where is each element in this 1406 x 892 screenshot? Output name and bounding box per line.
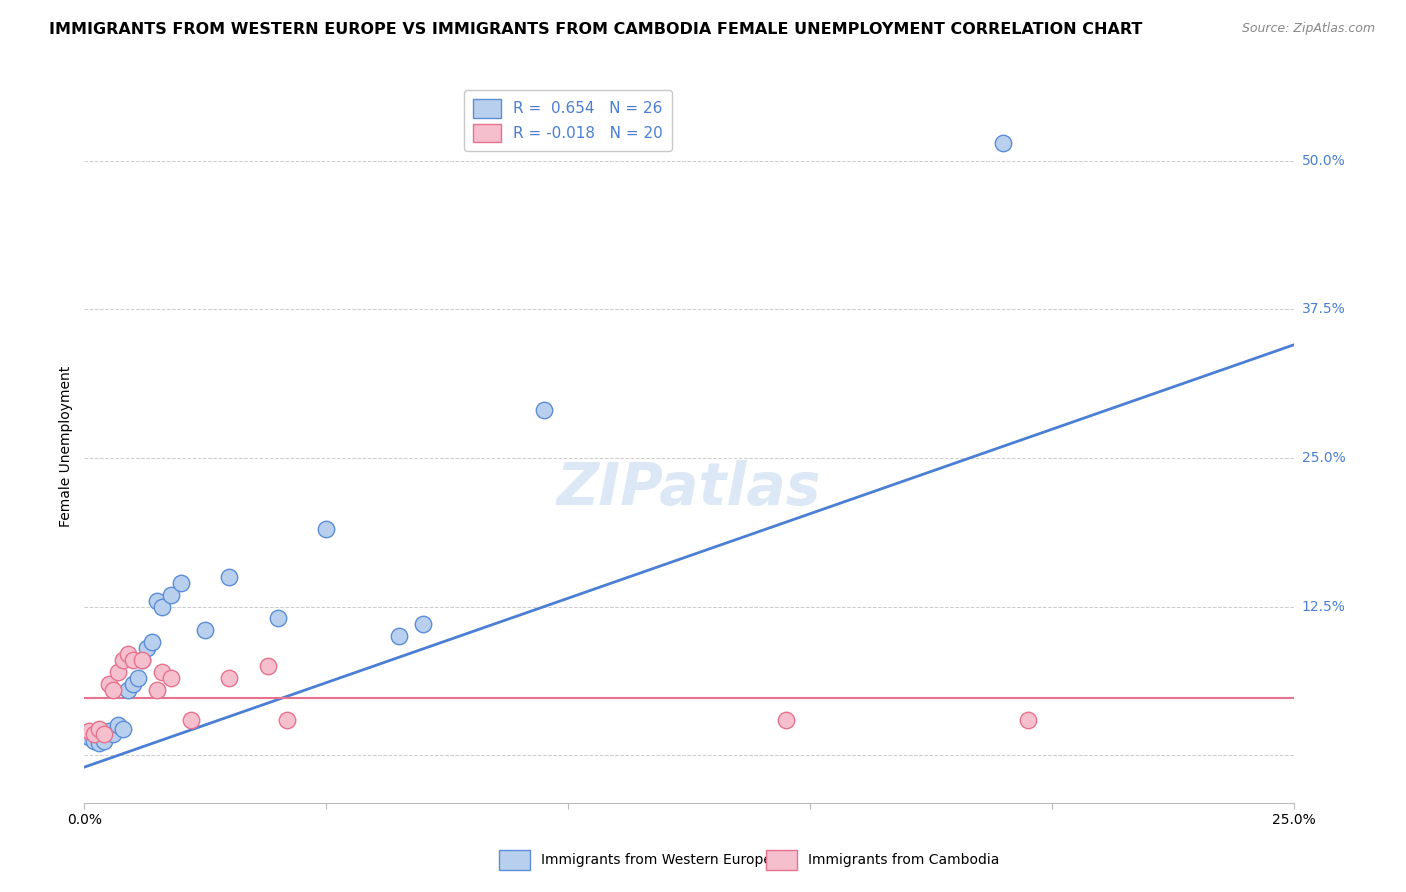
Point	[136, 641, 159, 656]
Point	[775, 713, 797, 727]
Point	[107, 718, 129, 732]
Point	[1017, 713, 1039, 727]
Text: 12.5%: 12.5%	[1302, 599, 1346, 614]
Point	[103, 727, 125, 741]
Point	[276, 713, 298, 727]
Text: Immigrants from Western Europe: Immigrants from Western Europe	[541, 853, 772, 867]
Point	[97, 724, 120, 739]
Legend: R =  0.654   N = 26, R = -0.018   N = 20: R = 0.654 N = 26, R = -0.018 N = 20	[464, 90, 672, 152]
Point	[141, 635, 163, 649]
Point	[533, 403, 555, 417]
Point	[412, 617, 434, 632]
Point	[160, 588, 183, 602]
Point	[93, 734, 115, 748]
Point	[150, 599, 173, 614]
Point	[993, 136, 1015, 150]
Text: Source: ZipAtlas.com: Source: ZipAtlas.com	[1241, 22, 1375, 36]
Point	[146, 682, 169, 697]
Point	[218, 570, 240, 584]
Point	[77, 724, 100, 739]
Point	[160, 671, 183, 685]
Text: Immigrants from Cambodia: Immigrants from Cambodia	[808, 853, 1000, 867]
Point	[87, 722, 110, 736]
Point	[97, 677, 120, 691]
Point	[131, 653, 153, 667]
Point	[257, 659, 280, 673]
Point	[117, 647, 139, 661]
Point	[180, 713, 202, 727]
Point	[194, 624, 217, 638]
Y-axis label: Female Unemployment: Female Unemployment	[59, 366, 73, 526]
Text: 50.0%: 50.0%	[1302, 153, 1346, 168]
Point	[103, 682, 125, 697]
Text: IMMIGRANTS FROM WESTERN EUROPE VS IMMIGRANTS FROM CAMBODIA FEMALE UNEMPLOYMENT C: IMMIGRANTS FROM WESTERN EUROPE VS IMMIGR…	[49, 22, 1143, 37]
Point	[121, 653, 143, 667]
Point	[83, 734, 105, 748]
Point	[267, 611, 290, 625]
Point	[170, 575, 193, 590]
Point	[77, 731, 100, 745]
Point	[83, 727, 105, 741]
Text: 25.0%: 25.0%	[1302, 450, 1346, 465]
Point	[107, 665, 129, 679]
Point	[112, 722, 135, 736]
Point	[218, 671, 240, 685]
Point	[117, 682, 139, 697]
Point	[121, 677, 143, 691]
Point	[131, 653, 153, 667]
Point	[146, 593, 169, 607]
Point	[150, 665, 173, 679]
Point	[87, 736, 110, 750]
Point	[388, 629, 411, 643]
Point	[93, 727, 115, 741]
Point	[127, 671, 149, 685]
Point	[315, 522, 337, 536]
Text: ZIPatlas: ZIPatlas	[557, 460, 821, 517]
Point	[112, 653, 135, 667]
Text: 37.5%: 37.5%	[1302, 302, 1346, 317]
